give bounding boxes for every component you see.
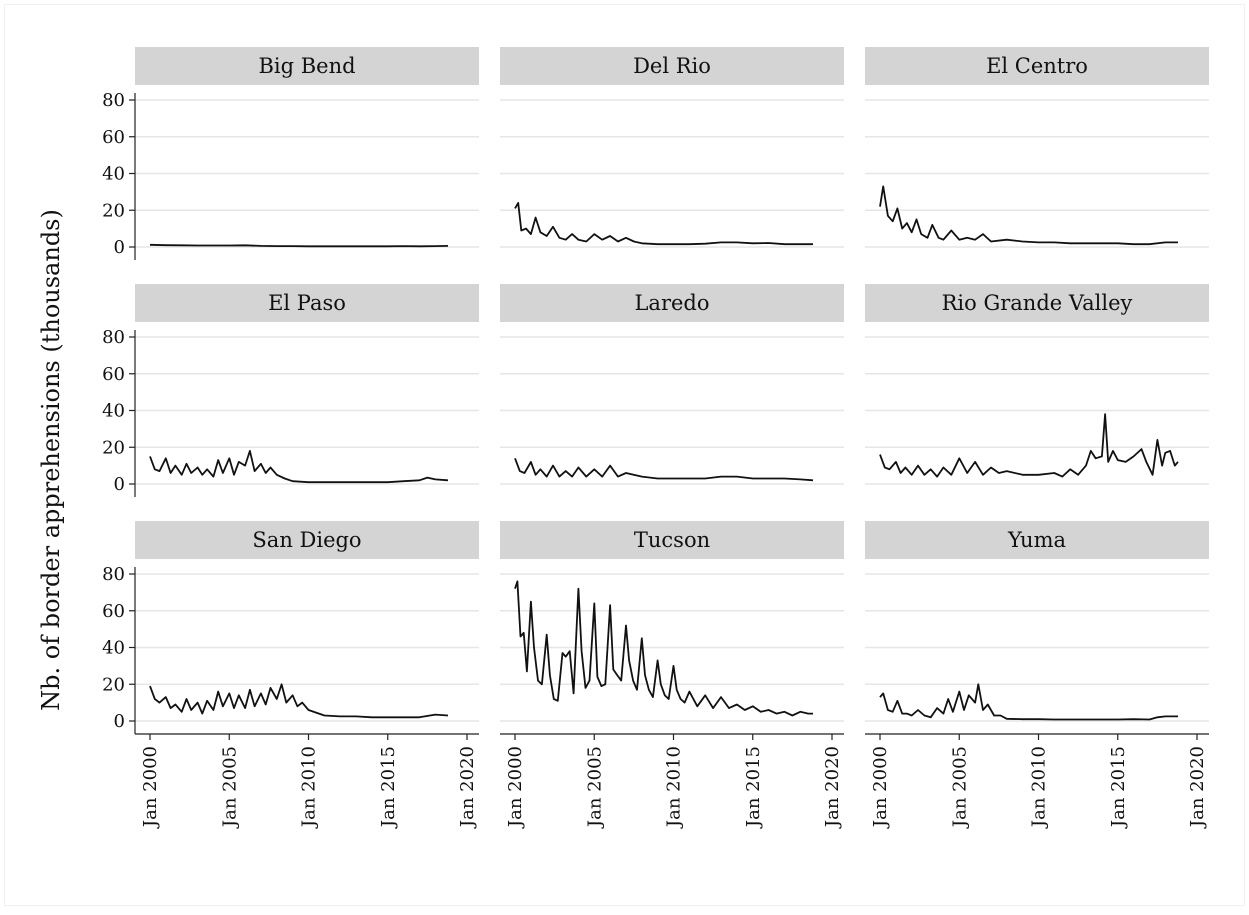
panel-header bbox=[500, 284, 844, 322]
panel-header bbox=[135, 521, 479, 559]
x-tick-label: Jan 2015 bbox=[1108, 746, 1129, 829]
y-tick-label: 60 bbox=[102, 601, 125, 622]
x-tick-label: Jan 2015 bbox=[743, 746, 764, 829]
panel-header bbox=[865, 47, 1209, 85]
chart-border bbox=[4, 4, 1245, 906]
panel-title: El Paso bbox=[268, 291, 346, 315]
y-tick-label: 20 bbox=[102, 437, 125, 458]
y-tick-label: 40 bbox=[102, 164, 125, 185]
x-tick-label: Jan 2000 bbox=[870, 746, 891, 829]
panel-header bbox=[135, 47, 479, 85]
panel-title: Del Rio bbox=[633, 54, 711, 78]
x-tick-label: Jan 2010 bbox=[299, 746, 320, 829]
panel-title: Tucson bbox=[634, 528, 710, 552]
panel-title: Big Bend bbox=[258, 54, 355, 78]
x-tick-label: Jan 2020 bbox=[1187, 746, 1208, 829]
panel-header bbox=[865, 521, 1209, 559]
y-axis-label: Nb. of border apprehensions (thousands) bbox=[37, 209, 65, 711]
panel-title: San Diego bbox=[252, 528, 361, 552]
panel-title: Rio Grande Valley bbox=[942, 291, 1133, 315]
panel-header bbox=[135, 284, 479, 322]
panel-el-centro: El Centro bbox=[865, 47, 1209, 248]
panel-tucson: Tucson Jan 2000 Jan 2005 Jan 2010 Jan 2015 Ja… bbox=[500, 521, 844, 829]
series-line bbox=[514, 457, 814, 482]
panel-header bbox=[500, 521, 844, 559]
y-tick-label: 80 bbox=[102, 564, 125, 585]
panel-yuma: Yuma Jan 2000 Jan 2005 Jan 2010 Jan 2015 Jan … bbox=[865, 521, 1209, 829]
x-tick-label: Jan 2010 bbox=[1029, 746, 1050, 829]
panel-big-bend: Big Bend 0 20 40 60 80 bbox=[102, 47, 479, 260]
x-tick-label: Jan 2005 bbox=[949, 746, 970, 829]
y-tick-label: 40 bbox=[102, 401, 125, 422]
panel-title: El Centro bbox=[986, 54, 1088, 78]
x-tick-label: Jan 2020 bbox=[457, 746, 478, 829]
x-tick-label: Jan 2020 bbox=[822, 746, 843, 829]
y-tick-label: 0 bbox=[114, 474, 125, 495]
series-line bbox=[149, 450, 449, 484]
panel-header bbox=[500, 47, 844, 85]
panel-rio-grande-valley: Rio Grande Valley bbox=[865, 284, 1209, 485]
series-line bbox=[879, 185, 1178, 246]
series-line bbox=[514, 580, 813, 717]
y-tick-label: 0 bbox=[114, 237, 125, 258]
panel-title: Yuma bbox=[1007, 528, 1066, 552]
series-line bbox=[879, 413, 1179, 478]
series-line bbox=[879, 683, 1178, 721]
series-line bbox=[149, 683, 449, 719]
y-tick-label: 80 bbox=[102, 90, 125, 111]
panel-title: Laredo bbox=[634, 291, 709, 315]
x-tick-label: Jan 2005 bbox=[584, 746, 605, 829]
panel-laredo: Laredo bbox=[500, 284, 844, 485]
y-tick-label: 80 bbox=[102, 327, 125, 348]
panel-header bbox=[865, 284, 1209, 322]
y-tick-label: 60 bbox=[102, 127, 125, 148]
y-tick-label: 0 bbox=[114, 711, 125, 732]
x-tick-label: Jan 2010 bbox=[664, 746, 685, 829]
y-tick-label: 20 bbox=[102, 200, 125, 221]
panel-san-diego: San Diego 0 20 40 60 80 Jan 2000 Jan 2005 Jan 20… bbox=[102, 521, 479, 829]
x-tick-label: Jan 2000 bbox=[505, 746, 526, 829]
series-line bbox=[514, 202, 813, 246]
panel-del-rio: Del Rio bbox=[500, 47, 844, 248]
x-tick-label: Jan 2015 bbox=[378, 746, 399, 829]
panel-el-paso: El Paso 0 20 40 60 80 bbox=[102, 284, 479, 497]
x-tick-label: Jan 2000 bbox=[140, 746, 161, 829]
y-tick-label: 20 bbox=[102, 674, 125, 695]
series-line bbox=[149, 243, 449, 248]
x-tick-label: Jan 2005 bbox=[219, 746, 240, 829]
y-tick-label: 60 bbox=[102, 364, 125, 385]
y-tick-label: 40 bbox=[102, 638, 125, 659]
